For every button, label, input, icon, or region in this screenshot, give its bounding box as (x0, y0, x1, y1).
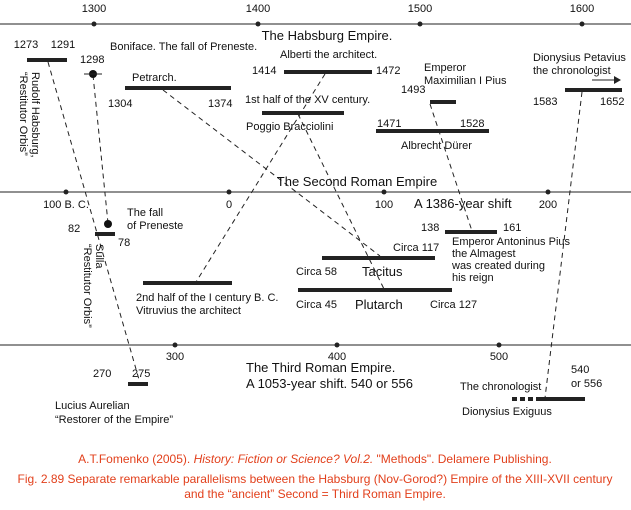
label: Dionysius Petavius (533, 52, 626, 64)
year: 1374 (208, 98, 232, 110)
year: 275 (132, 368, 150, 380)
tick-label: 200 (539, 199, 557, 211)
link (429, 103, 473, 232)
year: 138 (421, 222, 439, 234)
tick-label: 1400 (246, 3, 270, 15)
label: Vitruvius the architect (136, 305, 241, 317)
label: Tacitus (362, 264, 403, 279)
label: Sulla (93, 244, 105, 269)
tick (63, 189, 69, 195)
year: 270 (93, 368, 111, 380)
section-title: The Third Roman Empire. (246, 360, 395, 375)
tick (255, 21, 261, 27)
label: Rudolf Habsburg, (29, 72, 41, 158)
label: Maximilian I Pius (424, 75, 507, 87)
year: 1652 (600, 96, 624, 108)
label: 2nd half of the I century B. C. (136, 292, 278, 304)
year: 1298 (80, 54, 104, 66)
year: 1583 (533, 96, 557, 108)
label: Albrecht Dürer (401, 140, 472, 152)
label: Lucius Aurelian (55, 400, 130, 412)
label: his reign (452, 272, 494, 284)
label: the chronologist (533, 65, 611, 77)
year: Circa 45 (296, 299, 337, 311)
link (162, 89, 381, 257)
label: Poggio Bracciolini (246, 121, 333, 133)
tick-label: 400 (328, 351, 346, 363)
source-author: A.T.Fomenko (2005). (78, 452, 190, 466)
tick (417, 21, 423, 27)
label: was created during (451, 260, 545, 272)
tick-label: 1300 (82, 3, 106, 15)
year: Circa 58 (296, 266, 337, 278)
tick (172, 342, 178, 348)
tick-label: 100 B. C. (43, 199, 89, 211)
tick (91, 21, 97, 27)
link (544, 91, 583, 399)
year: 1291 (51, 39, 75, 51)
label: The fall (127, 207, 163, 219)
tick (226, 189, 232, 195)
year: Circa 127 (430, 299, 477, 311)
figure-caption: and the “ancient” Second = Third Roman E… (184, 487, 446, 501)
shift: A 1053-year shift. 540 or 556 (246, 376, 413, 391)
label: “Restitutor Orbis” (17, 72, 29, 156)
tick-label: 500 (490, 351, 508, 363)
label: “Restorer of the Empire” (55, 414, 173, 426)
source: A.T.Fomenko (2005). History: Fiction or … (78, 452, 552, 466)
section-title: The Second Roman Empire (277, 174, 437, 189)
tick-label: 100 (375, 199, 393, 211)
tick (496, 342, 502, 348)
year: 161 (503, 222, 521, 234)
axis-ticks (63, 21, 585, 348)
tick (334, 342, 340, 348)
year: 1472 (376, 65, 400, 77)
year: 1414 (252, 65, 276, 77)
label: The chronologist (460, 381, 541, 393)
label: 1st half of the XV century. (245, 94, 370, 106)
label: Emperor (424, 62, 467, 74)
section-title: The Habsburg Empire. (262, 28, 393, 43)
label: of Preneste (127, 220, 183, 232)
label: Petrarch. (132, 72, 177, 84)
shift: A 1386-year shift (414, 196, 512, 211)
tick (579, 21, 585, 27)
point (104, 220, 112, 228)
arrow-head (614, 76, 621, 84)
source-title: History: Fiction or Science? Vol.2. (194, 452, 374, 466)
year: 78 (118, 237, 130, 249)
year: 1273 (14, 39, 38, 51)
year: Circa 117 (393, 242, 439, 254)
label: Dionysius Exiguus (462, 406, 552, 418)
tick (545, 189, 551, 195)
year: 82 (68, 223, 80, 235)
label: Emperor Antoninus Pius (452, 236, 571, 248)
year: 540 (571, 364, 589, 376)
link (47, 61, 141, 384)
source-rest: "Methods". Delamere Publishing. (377, 452, 552, 466)
tick-label: 1600 (570, 3, 594, 15)
label: the Almagest (452, 248, 516, 260)
tick (381, 189, 387, 195)
link (195, 73, 326, 283)
label: “Restitutor Orbis” (81, 244, 93, 328)
year: 1471 (377, 118, 401, 130)
tick-label: 0 (226, 199, 232, 211)
link (297, 113, 385, 290)
link (92, 74, 109, 224)
tick-label: 1500 (408, 3, 432, 15)
year: 1493 (401, 84, 425, 96)
year: or 556 (571, 378, 602, 390)
tick-label: 300 (166, 351, 184, 363)
figure-caption: Fig. 2.89 Separate remarkable parallelis… (18, 472, 613, 486)
label: Plutarch (355, 297, 403, 312)
label: Alberti the architect. (280, 49, 377, 61)
year: 1304 (108, 98, 132, 110)
label: Boniface. The fall of Preneste. (110, 41, 257, 53)
year: 1528 (460, 118, 484, 130)
